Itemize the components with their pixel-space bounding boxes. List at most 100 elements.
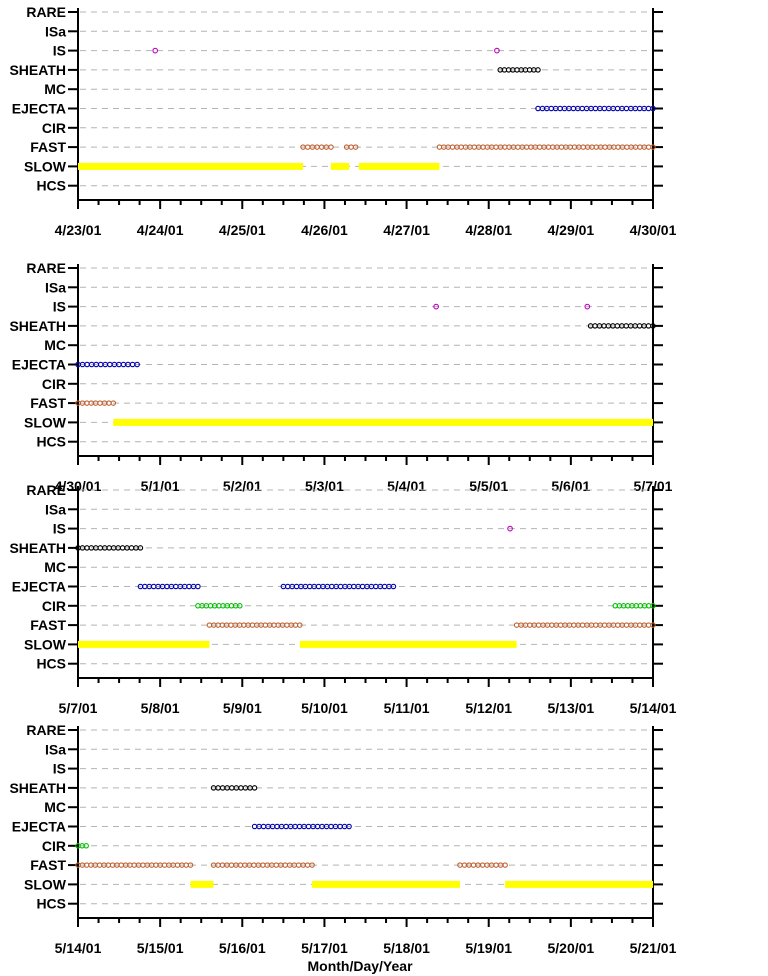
data-point — [260, 823, 267, 830]
category-label: RARE — [26, 4, 66, 20]
slow-wind-bar — [78, 640, 210, 648]
series-fast — [300, 144, 656, 150]
data-point — [645, 622, 652, 628]
category-label: MC — [44, 559, 66, 575]
x-tick-label: 5/2/01 — [223, 478, 262, 494]
slow-wind-bar — [358, 162, 440, 170]
category-label: SHEATH — [9, 62, 66, 78]
x-tick-label: 4/27/01 — [383, 222, 430, 238]
category-label: SHEATH — [9, 318, 66, 334]
category-label: SLOW — [24, 636, 67, 652]
category-label: RARE — [26, 482, 66, 498]
data-point — [433, 303, 439, 310]
x-tick-label: 5/10/01 — [301, 700, 348, 716]
category-label: MC — [44, 81, 66, 97]
data-point — [118, 862, 125, 868]
data-point — [293, 583, 300, 590]
data-point — [352, 144, 359, 150]
category-label: EJECTA — [12, 357, 66, 373]
category-label: IS — [53, 43, 66, 59]
data-point — [97, 400, 103, 406]
data-point — [548, 105, 555, 112]
series-sheath — [497, 67, 541, 73]
data-point — [137, 545, 144, 551]
slow-wind-bar — [190, 880, 214, 888]
data-point — [237, 603, 243, 609]
series-is — [152, 47, 500, 54]
category-label: EJECTA — [12, 579, 66, 595]
data-point — [515, 144, 521, 150]
x-tick-label: 5/9/01 — [223, 700, 262, 716]
x-tick-label: 5/3/01 — [305, 478, 344, 494]
x-tick-label: 5/16/01 — [219, 940, 266, 956]
category-label: FAST — [30, 857, 66, 873]
category-label: CIR — [42, 120, 66, 136]
category-label: ISa — [45, 741, 66, 757]
category-label: IS — [53, 299, 66, 315]
series-fast — [206, 622, 656, 628]
x-tick-label: 4/24/01 — [137, 222, 184, 238]
x-tick-label: 5/8/01 — [141, 700, 180, 716]
series-is — [433, 303, 591, 310]
category-label: CIR — [42, 838, 66, 854]
data-point — [502, 862, 508, 868]
data-point — [305, 823, 312, 830]
data-point — [161, 862, 168, 868]
data-point — [584, 303, 591, 310]
series-ejecta — [535, 105, 656, 112]
data-point — [337, 583, 344, 590]
data-point — [273, 862, 280, 868]
data-point — [570, 105, 577, 112]
data-point — [381, 583, 388, 590]
series-slow — [113, 418, 654, 426]
x-tick-label: 5/18/01 — [383, 940, 430, 956]
data-point — [645, 105, 652, 112]
category-label: ISa — [45, 279, 66, 295]
x-tick-label: 5/21/01 — [630, 940, 677, 956]
data-point — [152, 47, 159, 54]
category-label: EJECTA — [12, 819, 66, 835]
x-tick-label: 4/29/01 — [547, 222, 594, 238]
data-point — [650, 144, 656, 150]
data-point — [346, 823, 352, 830]
slow-wind-bar — [312, 880, 460, 888]
data-point — [650, 105, 656, 112]
series-sheath — [587, 323, 656, 329]
category-label: HCS — [36, 656, 66, 672]
data-point — [536, 144, 543, 150]
x-tick-label: 5/4/01 — [387, 478, 426, 494]
x-tick-label: 5/1/01 — [141, 478, 180, 494]
data-point — [304, 144, 311, 150]
data-point — [129, 361, 136, 368]
x-tick-label: 4/28/01 — [465, 222, 512, 238]
category-label: EJECTA — [12, 101, 66, 117]
data-point — [592, 323, 598, 329]
category-label: ISa — [45, 23, 66, 39]
x-tick-label: 5/13/01 — [547, 700, 594, 716]
x-tick-label: 5/19/01 — [465, 940, 512, 956]
data-point — [262, 622, 269, 628]
slow-wind-bar — [505, 880, 653, 888]
data-point — [304, 862, 311, 868]
data-point — [645, 144, 652, 150]
x-tick-label: 5/20/01 — [547, 940, 594, 956]
data-point — [297, 622, 303, 628]
x-tick-label: 5/7/01 — [59, 700, 98, 716]
data-point — [614, 323, 621, 329]
slow-wind-bar — [331, 162, 350, 170]
category-label: MC — [44, 799, 66, 815]
chart-panel-3: RARE ISa IS SHEATH MC EJECTA CIR FAST SLOW HCS 5/7… — [9, 482, 676, 716]
data-point — [228, 862, 235, 868]
data-point — [229, 785, 235, 791]
series-cir — [75, 843, 89, 849]
category-label: FAST — [30, 139, 66, 155]
data-point — [493, 862, 499, 868]
x-tick-label: 5/14/01 — [630, 700, 677, 716]
series-is — [507, 525, 513, 532]
series-ejecta — [251, 823, 352, 830]
data-point — [513, 622, 520, 628]
data-point — [251, 862, 257, 868]
category-label: MC — [44, 337, 66, 353]
category-label: IS — [53, 521, 66, 537]
